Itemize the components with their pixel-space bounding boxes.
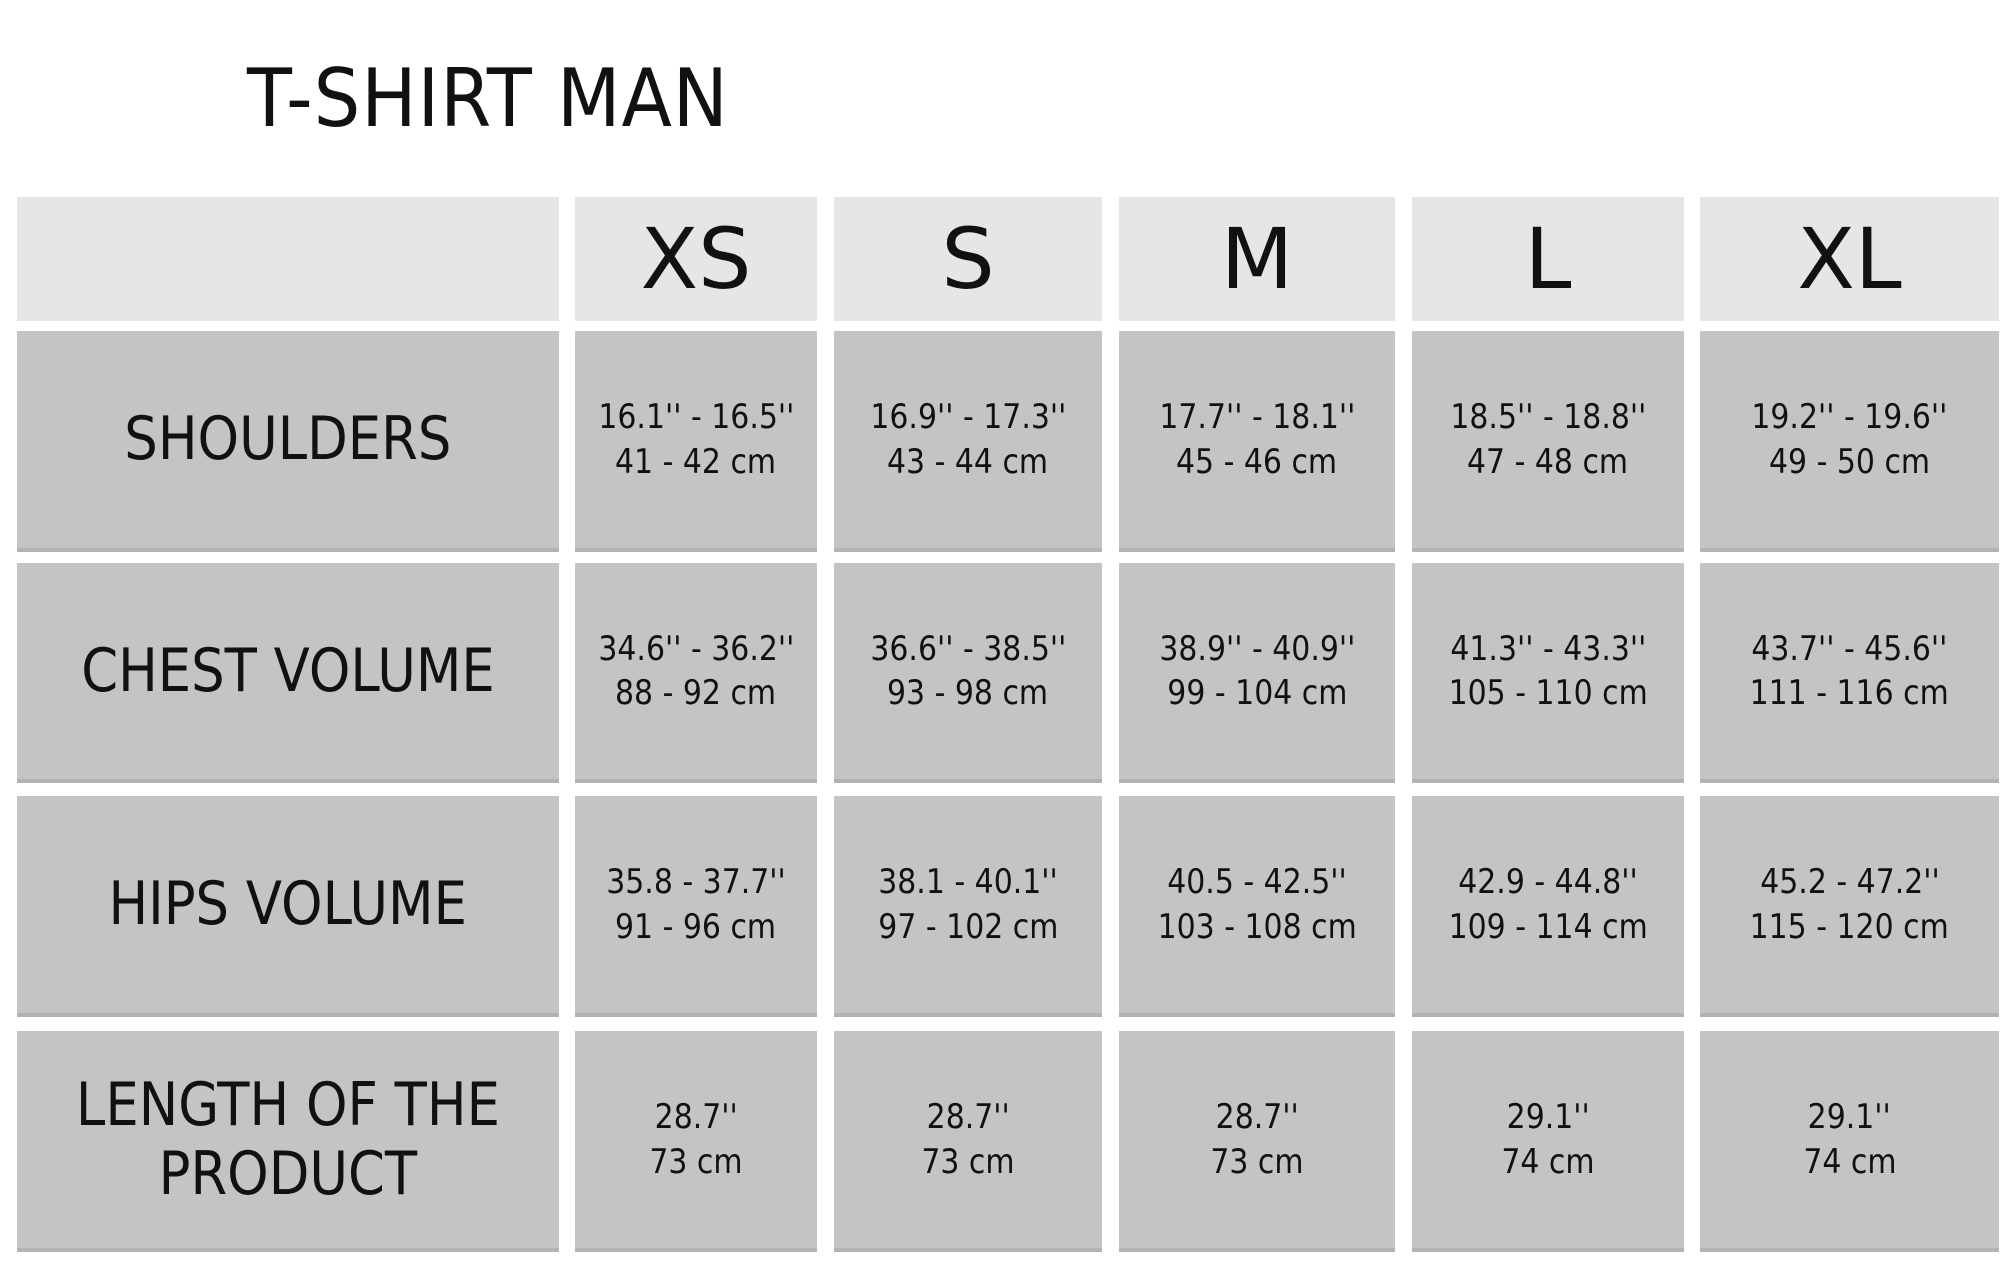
row-label-shoulders: SHOULDERS <box>17 331 559 548</box>
measurement-cell: 45.2 - 47.2'' 115 - 120 cm <box>1700 796 1999 1013</box>
inches-value: 42.9 - 44.8'' <box>1458 862 1638 903</box>
cm-value: 105 - 110 cm <box>1448 673 1648 713</box>
header-corner-cell <box>17 197 559 321</box>
measurement-cell: 16.1'' - 16.5'' 41 - 42 cm <box>575 331 817 548</box>
cm-value: 74 cm <box>1501 1141 1595 1182</box>
measurement-cell: 40.5 - 42.5'' 103 - 108 cm <box>1119 796 1395 1013</box>
row-label-length: LENGTH OF THE PRODUCT <box>17 1031 559 1248</box>
measurement-cell: 29.1'' 74 cm <box>1412 1031 1684 1248</box>
size-header-l: L <box>1412 197 1684 321</box>
inches-value: 19.2'' - 19.6'' <box>1751 397 1948 438</box>
measurement-cell: 38.1 - 40.1'' 97 - 102 cm <box>834 796 1102 1013</box>
size-header-s: S <box>834 197 1102 321</box>
inches-value: 36.6'' - 38.5'' <box>870 628 1066 669</box>
inches-value: 43.7'' - 45.6'' <box>1751 628 1948 669</box>
inches-value: 16.1'' - 16.5'' <box>598 397 794 438</box>
inches-value: 18.5'' - 18.8'' <box>1450 397 1646 438</box>
cm-value: 43 - 44 cm <box>887 441 1049 482</box>
cm-value: 88 - 92 cm <box>615 673 777 713</box>
row-label-text: PRODUCT <box>158 1138 418 1209</box>
measurement-cell: 19.2'' - 19.6'' 49 - 50 cm <box>1700 331 1999 548</box>
cm-value: 47 - 48 cm <box>1467 441 1629 482</box>
measurement-cell: 16.9'' - 17.3'' 43 - 44 cm <box>834 331 1102 548</box>
measurement-cell: 42.9 - 44.8'' 109 - 114 cm <box>1412 796 1684 1013</box>
inches-value: 29.1'' <box>1807 1097 1892 1138</box>
size-header-xs: XS <box>575 197 817 321</box>
inches-value: 29.1'' <box>1506 1097 1590 1138</box>
size-header-m: M <box>1119 197 1395 321</box>
inches-value: 34.6'' - 36.2'' <box>598 628 794 669</box>
cm-value: 45 - 46 cm <box>1176 441 1338 482</box>
inches-value: 28.7'' <box>926 1097 1010 1138</box>
measurement-cell: 28.7'' 73 cm <box>834 1031 1102 1248</box>
cm-value: 111 - 116 cm <box>1749 673 1950 713</box>
cm-value: 93 - 98 cm <box>887 673 1049 713</box>
inches-value: 16.9'' - 17.3'' <box>870 397 1066 438</box>
measurement-cell: 17.7'' - 18.1'' 45 - 46 cm <box>1119 331 1395 548</box>
row-label-text: HIPS VOLUME <box>108 869 468 939</box>
cm-value: 99 - 104 cm <box>1166 673 1348 713</box>
measurement-cell: 43.7'' - 45.6'' 111 - 116 cm <box>1700 563 1999 779</box>
measurement-cell: 35.8 - 37.7'' 91 - 96 cm <box>575 796 817 1013</box>
measurement-cell: 28.7'' 73 cm <box>1119 1031 1395 1248</box>
cm-value: 74 cm <box>1802 1141 1897 1182</box>
inches-value: 17.7'' - 18.1'' <box>1159 397 1355 438</box>
cm-value: 73 cm <box>649 1141 743 1182</box>
row-label-hips-volume: HIPS VOLUME <box>17 796 559 1013</box>
inches-value: 28.7'' <box>1215 1097 1299 1138</box>
inches-value: 41.3'' - 43.3'' <box>1450 628 1646 669</box>
measurement-cell: 41.3'' - 43.3'' 105 - 110 cm <box>1412 563 1684 779</box>
measurement-cell: 29.1'' 74 cm <box>1700 1031 1999 1248</box>
cm-value: 109 - 114 cm <box>1448 906 1648 947</box>
row-label-text: CHEST VOLUME <box>81 635 495 706</box>
inches-value: 40.5 - 42.5'' <box>1167 862 1347 903</box>
page-title: T-SHIRT MAN <box>247 52 729 145</box>
cm-value: 91 - 96 cm <box>615 906 777 947</box>
size-header-xl: XL <box>1700 197 1999 321</box>
measurement-cell: 28.7'' 73 cm <box>575 1031 817 1248</box>
measurement-cell: 34.6'' - 36.2'' 88 - 92 cm <box>575 563 817 779</box>
measurement-cell: 18.5'' - 18.8'' 47 - 48 cm <box>1412 331 1684 548</box>
inches-value: 38.1 - 40.1'' <box>878 862 1058 903</box>
cm-value: 49 - 50 cm <box>1768 441 1931 482</box>
inches-value: 28.7'' <box>654 1097 738 1138</box>
inches-value: 35.8 - 37.7'' <box>606 862 786 903</box>
cm-value: 97 - 102 cm <box>877 906 1059 947</box>
row-label-text: LENGTH OF THE <box>75 1069 501 1140</box>
cm-value: 41 - 42 cm <box>615 441 777 482</box>
row-label-chest-volume: CHEST VOLUME <box>17 563 559 779</box>
measurement-cell: 38.9'' - 40.9'' 99 - 104 cm <box>1119 563 1395 779</box>
row-label-text: SHOULDERS <box>124 404 452 474</box>
cm-value: 73 cm <box>1210 1141 1304 1182</box>
inches-value: 38.9'' - 40.9'' <box>1159 628 1355 669</box>
cm-value: 73 cm <box>921 1141 1015 1182</box>
inches-value: 45.2 - 47.2'' <box>1759 862 1940 903</box>
cm-value: 115 - 120 cm <box>1749 906 1950 947</box>
cm-value: 103 - 108 cm <box>1157 906 1357 947</box>
measurement-cell: 36.6'' - 38.5'' 93 - 98 cm <box>834 563 1102 779</box>
